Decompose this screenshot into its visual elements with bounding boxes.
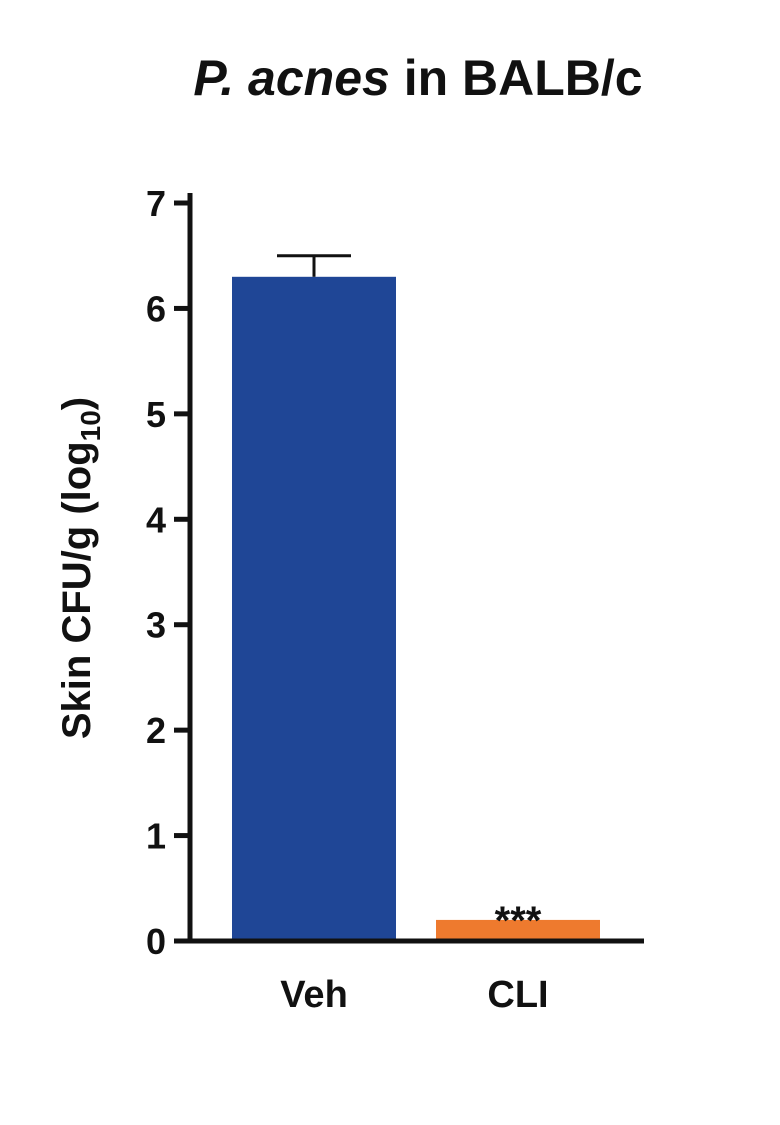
y-axis-label-subscript: 10 [75, 410, 106, 441]
chart-marks: *** [232, 254, 600, 943]
chart-title-rest: in BALB/c [390, 50, 643, 106]
y-tick-label-0: 0 [146, 921, 166, 962]
chart-axes: Veh CLI 0 1 2 3 4 5 6 7 [146, 183, 644, 1016]
y-tick-label-4: 4 [146, 499, 166, 540]
x-tick-label-veh: Veh [280, 974, 348, 1016]
y-tick-label-1: 1 [146, 816, 166, 857]
y-tick-label-2: 2 [146, 710, 166, 751]
y-axis-label-main: Skin CFU/g (log [55, 441, 99, 739]
y-tick-label-5: 5 [146, 394, 166, 435]
bar-cli [436, 919, 600, 941]
y-tick-label-7: 7 [146, 183, 166, 224]
x-tick-label-cli: CLI [487, 974, 548, 1016]
significance-label-cli: *** [495, 899, 542, 943]
y-axis-label: Skin CFU/g (log10) [55, 397, 106, 739]
chart-title: P. acnes in BALB/c [193, 50, 642, 106]
y-tick-label-3: 3 [146, 605, 166, 646]
y-tick-label-6: 6 [146, 288, 166, 329]
bar-veh [232, 276, 396, 941]
y-axis-label-end: ) [55, 397, 99, 410]
chart-title-italic: P. acnes [193, 50, 389, 106]
